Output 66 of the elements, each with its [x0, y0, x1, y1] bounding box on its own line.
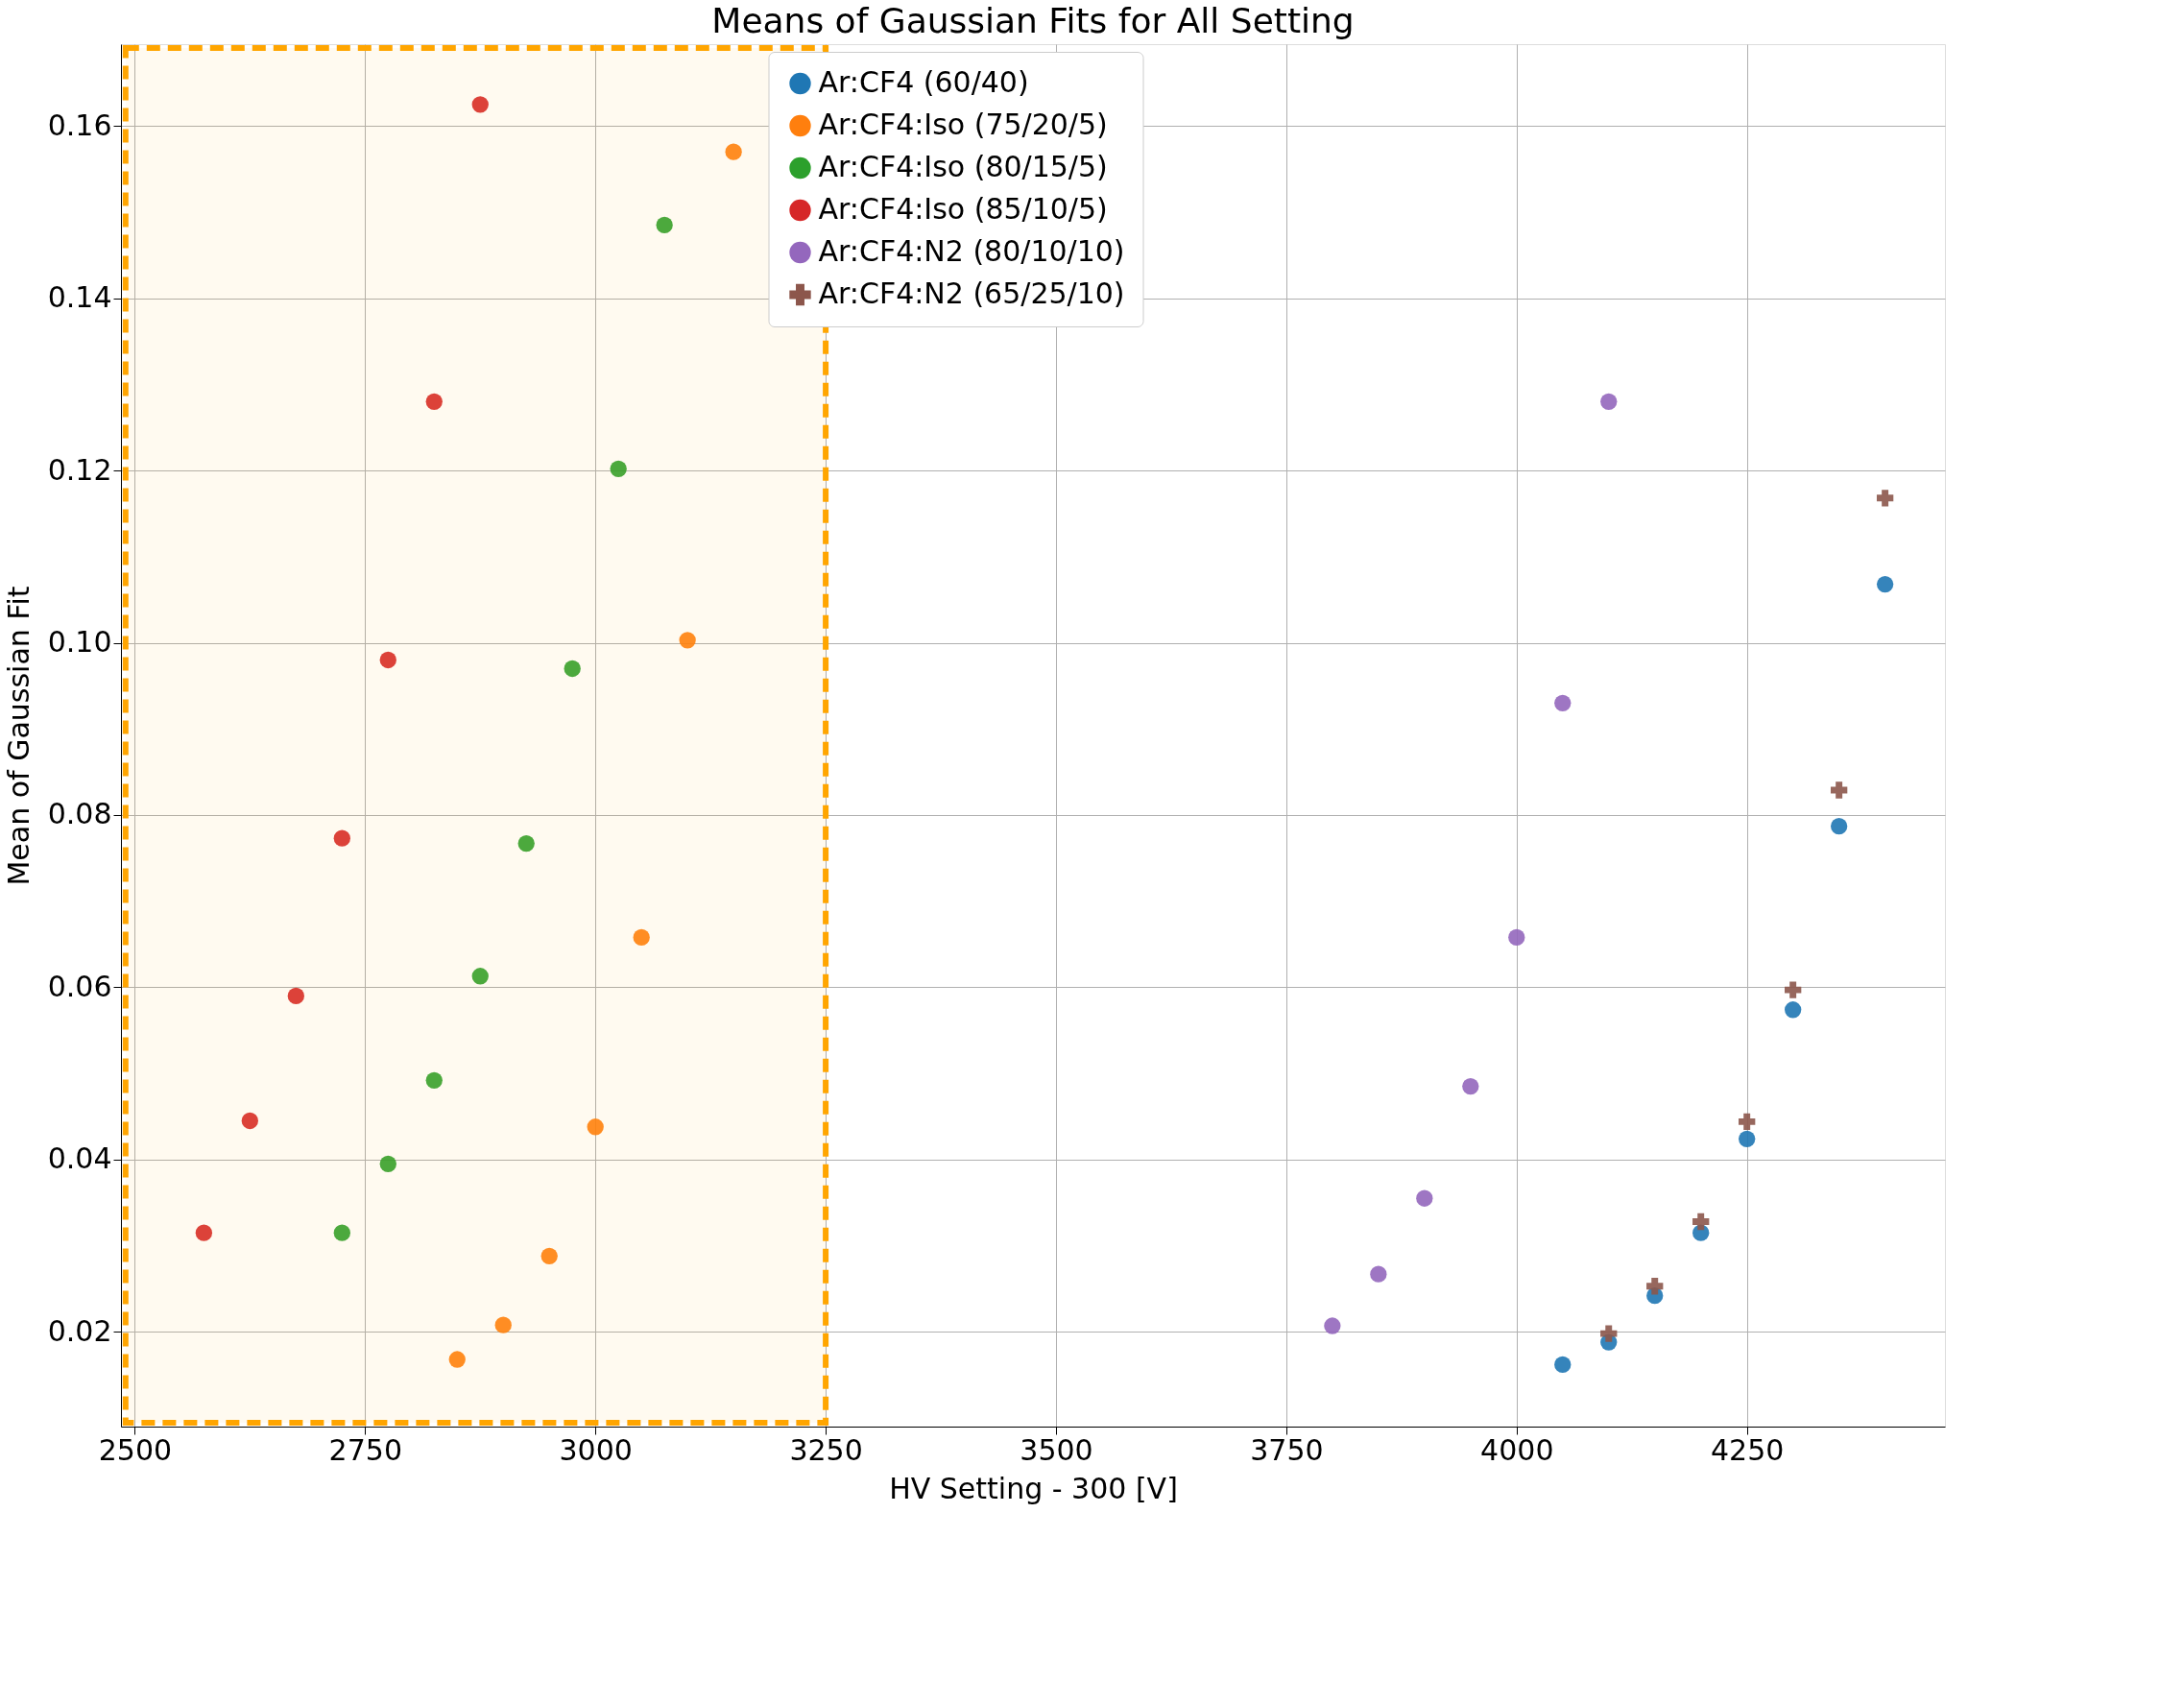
point	[241, 1112, 258, 1130]
point	[1554, 694, 1572, 711]
y-tick-label: 0.04	[47, 1141, 112, 1176]
x-tick-label: 2750	[328, 1432, 402, 1467]
point	[517, 834, 535, 852]
point	[1600, 1325, 1618, 1342]
x-tick-label: 2500	[98, 1432, 173, 1467]
point	[1370, 1265, 1387, 1283]
point	[1600, 393, 1618, 410]
y-tick-label: 0.16	[47, 108, 112, 142]
x-tick-label: 3250	[789, 1432, 863, 1467]
y-axis-title: Mean of Gaussian Fit	[1, 586, 36, 886]
point	[494, 1316, 512, 1333]
x-tick-label: 4000	[1480, 1432, 1554, 1467]
point	[587, 1118, 604, 1136]
y-tick-label: 0.08	[47, 797, 112, 831]
point	[564, 660, 581, 678]
point	[448, 1351, 466, 1368]
y-tick-label: 0.12	[47, 452, 112, 487]
point	[379, 1155, 396, 1172]
point	[540, 1247, 558, 1264]
point	[1554, 1356, 1572, 1374]
point	[333, 1224, 350, 1241]
point	[471, 96, 489, 113]
y-tick-label: 0.10	[47, 625, 112, 660]
point	[1830, 781, 1848, 799]
legend-label: Ar:CF4:N2 (80/10/10)	[818, 234, 1125, 268]
point	[471, 968, 489, 985]
x-tick-label: 4250	[1711, 1432, 1785, 1467]
point	[379, 651, 396, 669]
x-tick-label: 3500	[1020, 1432, 1093, 1467]
point	[1646, 1278, 1664, 1295]
y-tick-label: 0.14	[47, 280, 112, 315]
point	[1739, 1130, 1756, 1147]
point	[1508, 928, 1525, 947]
x-tick-label: 3000	[559, 1432, 633, 1467]
point	[287, 987, 304, 1005]
point	[1785, 1001, 1802, 1019]
point	[610, 460, 627, 477]
x-tick-label: 3750	[1250, 1432, 1324, 1467]
point	[425, 393, 443, 410]
point	[1876, 490, 1894, 507]
point	[633, 928, 650, 947]
point	[1324, 1317, 1341, 1334]
point	[1692, 1213, 1710, 1231]
legend-label: Ar:CF4:Iso (80/15/5)	[818, 150, 1108, 183]
legend-label: Ar:CF4:Iso (85/10/5)	[818, 192, 1108, 226]
legend-label: Ar:CF4 (60/40)	[818, 65, 1029, 99]
point	[195, 1224, 213, 1241]
point	[425, 1071, 443, 1089]
point	[1830, 818, 1848, 835]
point	[656, 216, 673, 234]
point	[1785, 981, 1802, 998]
point	[725, 143, 742, 160]
legend-label: Ar:CF4:N2 (65/25/10)	[818, 276, 1125, 310]
chart-title: Means of Gaussian Fits for All Setting	[711, 1, 1355, 40]
x-axis-title: HV Setting - 300 [V]	[889, 1471, 1178, 1505]
point	[1876, 575, 1894, 593]
y-tick-label: 0.06	[47, 969, 112, 1003]
point	[1416, 1189, 1433, 1207]
legend-label: Ar:CF4:Iso (75/20/5)	[818, 108, 1108, 141]
point	[1462, 1077, 1479, 1095]
point	[679, 632, 696, 649]
point	[333, 829, 350, 847]
y-tick-label: 0.02	[47, 1313, 112, 1348]
point	[1739, 1113, 1756, 1131]
